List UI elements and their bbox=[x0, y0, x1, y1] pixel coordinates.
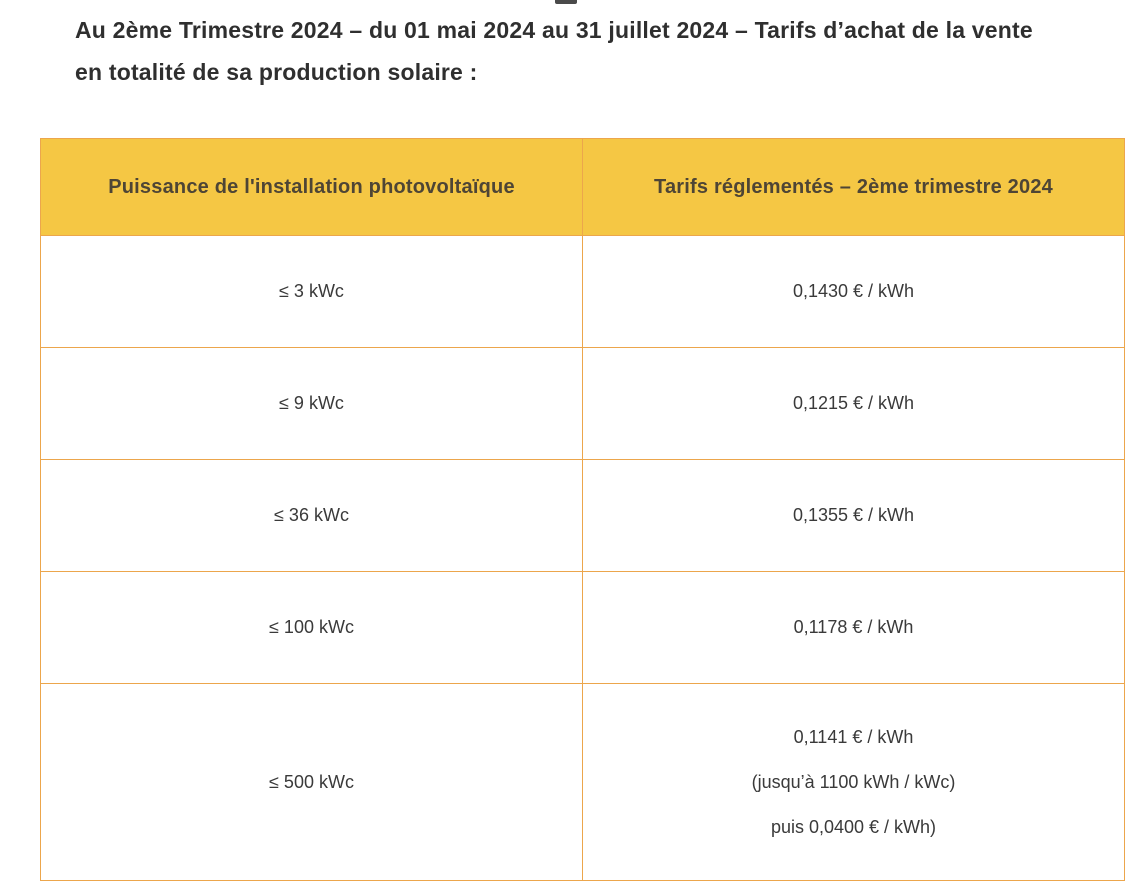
table-row: ≤ 36 kWc 0,1355 € / kWh bbox=[40, 459, 1125, 572]
table-row: ≤ 100 kWc 0,1178 € / kWh bbox=[40, 571, 1125, 684]
tariff-multiline: 0,1141 € / kWh (jusqu’à 1100 kWh / kWc) … bbox=[583, 715, 1124, 850]
header-cell-power: Puissance de l'installation photovoltaïq… bbox=[40, 138, 583, 236]
tariff-cell: 0,1141 € / kWh (jusqu’à 1100 kWh / kWc) … bbox=[582, 683, 1125, 881]
page-title-line-2: en totalité de sa production solaire : bbox=[75, 59, 478, 85]
power-cell: ≤ 36 kWc bbox=[40, 459, 583, 572]
tariff-line-1: 0,1141 € / kWh bbox=[793, 726, 914, 747]
tariff-cell: 0,1355 € / kWh bbox=[582, 459, 1125, 572]
tariff-cell: 0,1430 € / kWh bbox=[582, 235, 1125, 348]
page-title-line-1: Au 2ème Trimestre 2024 – du 01 mai 2024 … bbox=[75, 17, 1033, 43]
table-row: ≤ 3 kWc 0,1430 € / kWh bbox=[40, 235, 1125, 348]
table-header-row: Puissance de l'installation photovoltaïq… bbox=[40, 138, 1125, 236]
table-row: ≤ 500 kWc 0,1141 € / kWh (jusqu’à 1100 k… bbox=[40, 683, 1125, 881]
power-cell: ≤ 100 kWc bbox=[40, 571, 583, 684]
tariff-line-2: (jusqu’à 1100 kWh / kWc) bbox=[751, 771, 956, 792]
header-cell-tariff: Tarifs réglementés – 2ème trimestre 2024 bbox=[582, 138, 1125, 236]
tariff-table: Puissance de l'installation photovoltaïq… bbox=[40, 138, 1125, 881]
tariff-line-3: puis 0,0400 € / kWh) bbox=[770, 816, 937, 837]
power-cell: ≤ 3 kWc bbox=[40, 235, 583, 348]
tariff-cell: 0,1178 € / kWh bbox=[582, 571, 1125, 684]
power-cell: ≤ 9 kWc bbox=[40, 347, 583, 460]
tariff-cell: 0,1215 € / kWh bbox=[582, 347, 1125, 460]
page-title: Au 2ème Trimestre 2024 – du 01 mai 2024 … bbox=[75, 9, 1085, 93]
table-row: ≤ 9 kWc 0,1215 € / kWh bbox=[40, 347, 1125, 460]
power-cell: ≤ 500 kWc bbox=[40, 683, 583, 881]
clipped-element-fragment bbox=[555, 0, 577, 4]
